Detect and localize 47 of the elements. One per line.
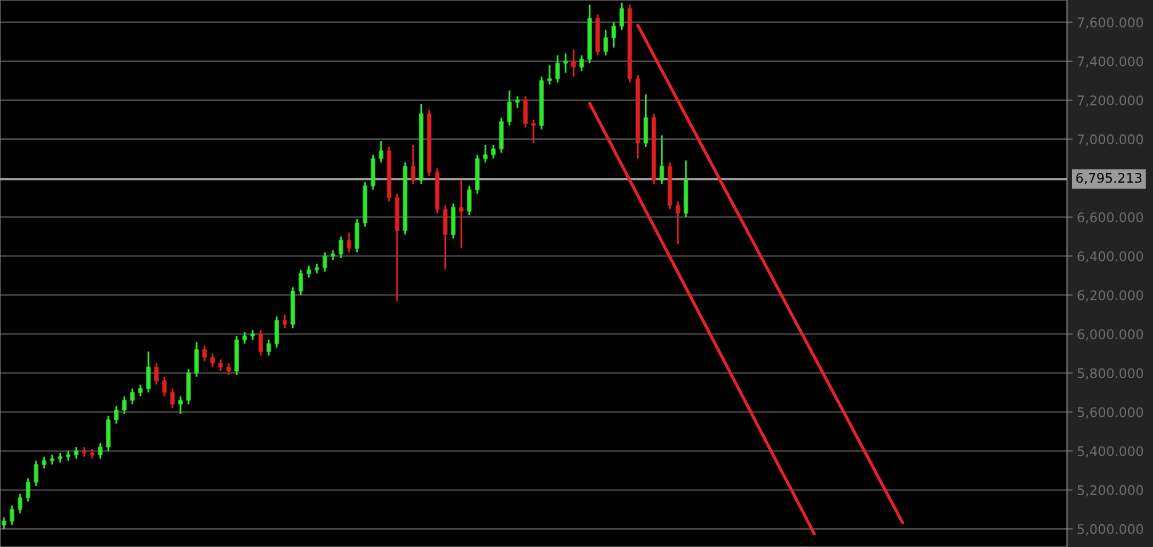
candlestick [162, 376, 167, 398]
candlestick [170, 387, 175, 409]
candlestick [523, 95, 528, 129]
candlestick [459, 179, 464, 250]
candlestick [346, 231, 352, 253]
y-tick-label: 6,200.000 [1077, 290, 1143, 302]
candlestick [563, 52, 568, 74]
candlestick [274, 315, 279, 349]
candlestick [675, 200, 681, 246]
y-tick-label: 5,600.000 [1077, 407, 1143, 419]
y-tick-label: 5,000.000 [1077, 524, 1143, 536]
candlestick [507, 89, 512, 127]
y-tick-label: 7,600.000 [1077, 17, 1143, 29]
candlestick [33, 459, 39, 487]
ref-line-label: 6,795.213 [1076, 172, 1142, 185]
y-tick-label: 7,400.000 [1077, 56, 1143, 68]
candlestick [531, 118, 536, 144]
candlestick [154, 362, 159, 386]
candlestick [555, 54, 560, 84]
candlestick [194, 340, 199, 378]
candlestick [338, 235, 344, 259]
candlestick [378, 140, 384, 164]
candlestick [611, 21, 616, 49]
candlestick [9, 504, 15, 526]
candlestick [467, 185, 472, 216]
candlestick [547, 64, 552, 86]
y-tick-label: 6,400.000 [1077, 251, 1143, 263]
y-tick-label: 6,600.000 [1077, 212, 1143, 224]
candlestick [411, 144, 416, 185]
y-tick-label: 7,200.000 [1077, 95, 1143, 107]
candlestick [17, 492, 23, 515]
candlestick [25, 477, 31, 503]
y-tick-label: 7,000.000 [1077, 134, 1143, 146]
candlestick [619, 1, 624, 31]
y-tick-label: 5,200.000 [1077, 485, 1143, 497]
candlestick [603, 29, 608, 57]
candlestick [146, 350, 151, 394]
candlestick [659, 134, 665, 185]
candlestick [298, 268, 303, 296]
y-tick-label: 5,400.000 [1077, 446, 1143, 458]
line-series [636, 23, 905, 525]
y-tick-label: 5,800.000 [1077, 368, 1143, 380]
candlestick [322, 251, 328, 273]
y-tick-label: 6,000.000 [1077, 329, 1143, 341]
candlestick [258, 329, 263, 357]
candlestick [571, 48, 576, 78]
line-series [588, 101, 816, 536]
